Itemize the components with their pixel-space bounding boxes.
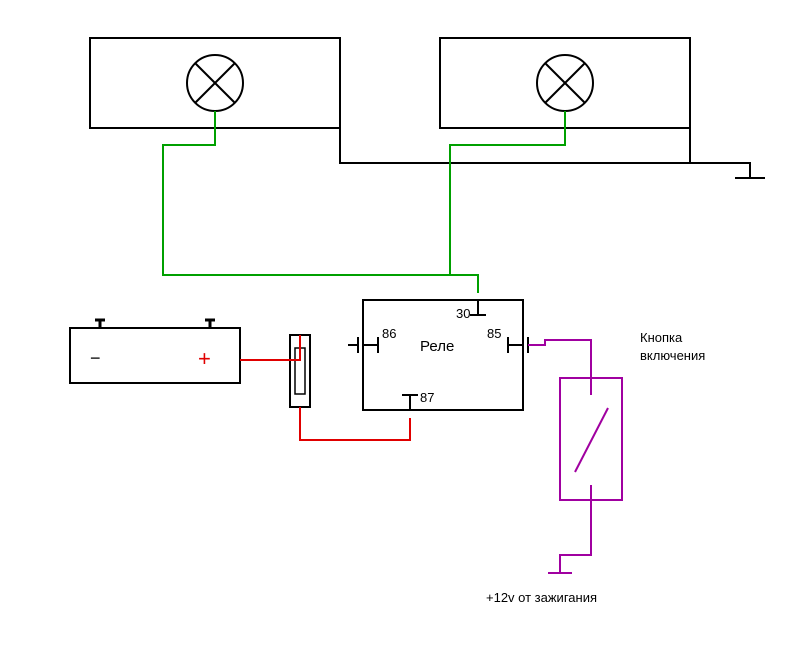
- wire-purple-switch-12v: [560, 500, 591, 573]
- pin-86-label: 86: [382, 326, 396, 341]
- switch-contact: [575, 408, 608, 472]
- wire-green-left: [163, 111, 450, 275]
- switch-label-2: включения: [640, 348, 705, 363]
- battery-minus: −: [90, 348, 101, 369]
- pin-87-label: 87: [420, 390, 434, 405]
- wire-green-main: [450, 111, 565, 293]
- switch-label-1: Кнопка: [640, 330, 682, 345]
- supply-label: +12v от зажигания: [486, 590, 597, 605]
- wire-ground-black: [340, 128, 750, 178]
- relay-label: Реле: [420, 338, 454, 355]
- pin-30-label: 30: [456, 306, 470, 321]
- battery-plus: +: [198, 346, 211, 372]
- relay-box: [363, 300, 523, 410]
- wire-purple-85-switch: [528, 340, 591, 378]
- pin-85-label: 85: [487, 326, 501, 341]
- wire-red-fuse-87: [300, 407, 410, 440]
- circuit-diagram: [0, 0, 803, 650]
